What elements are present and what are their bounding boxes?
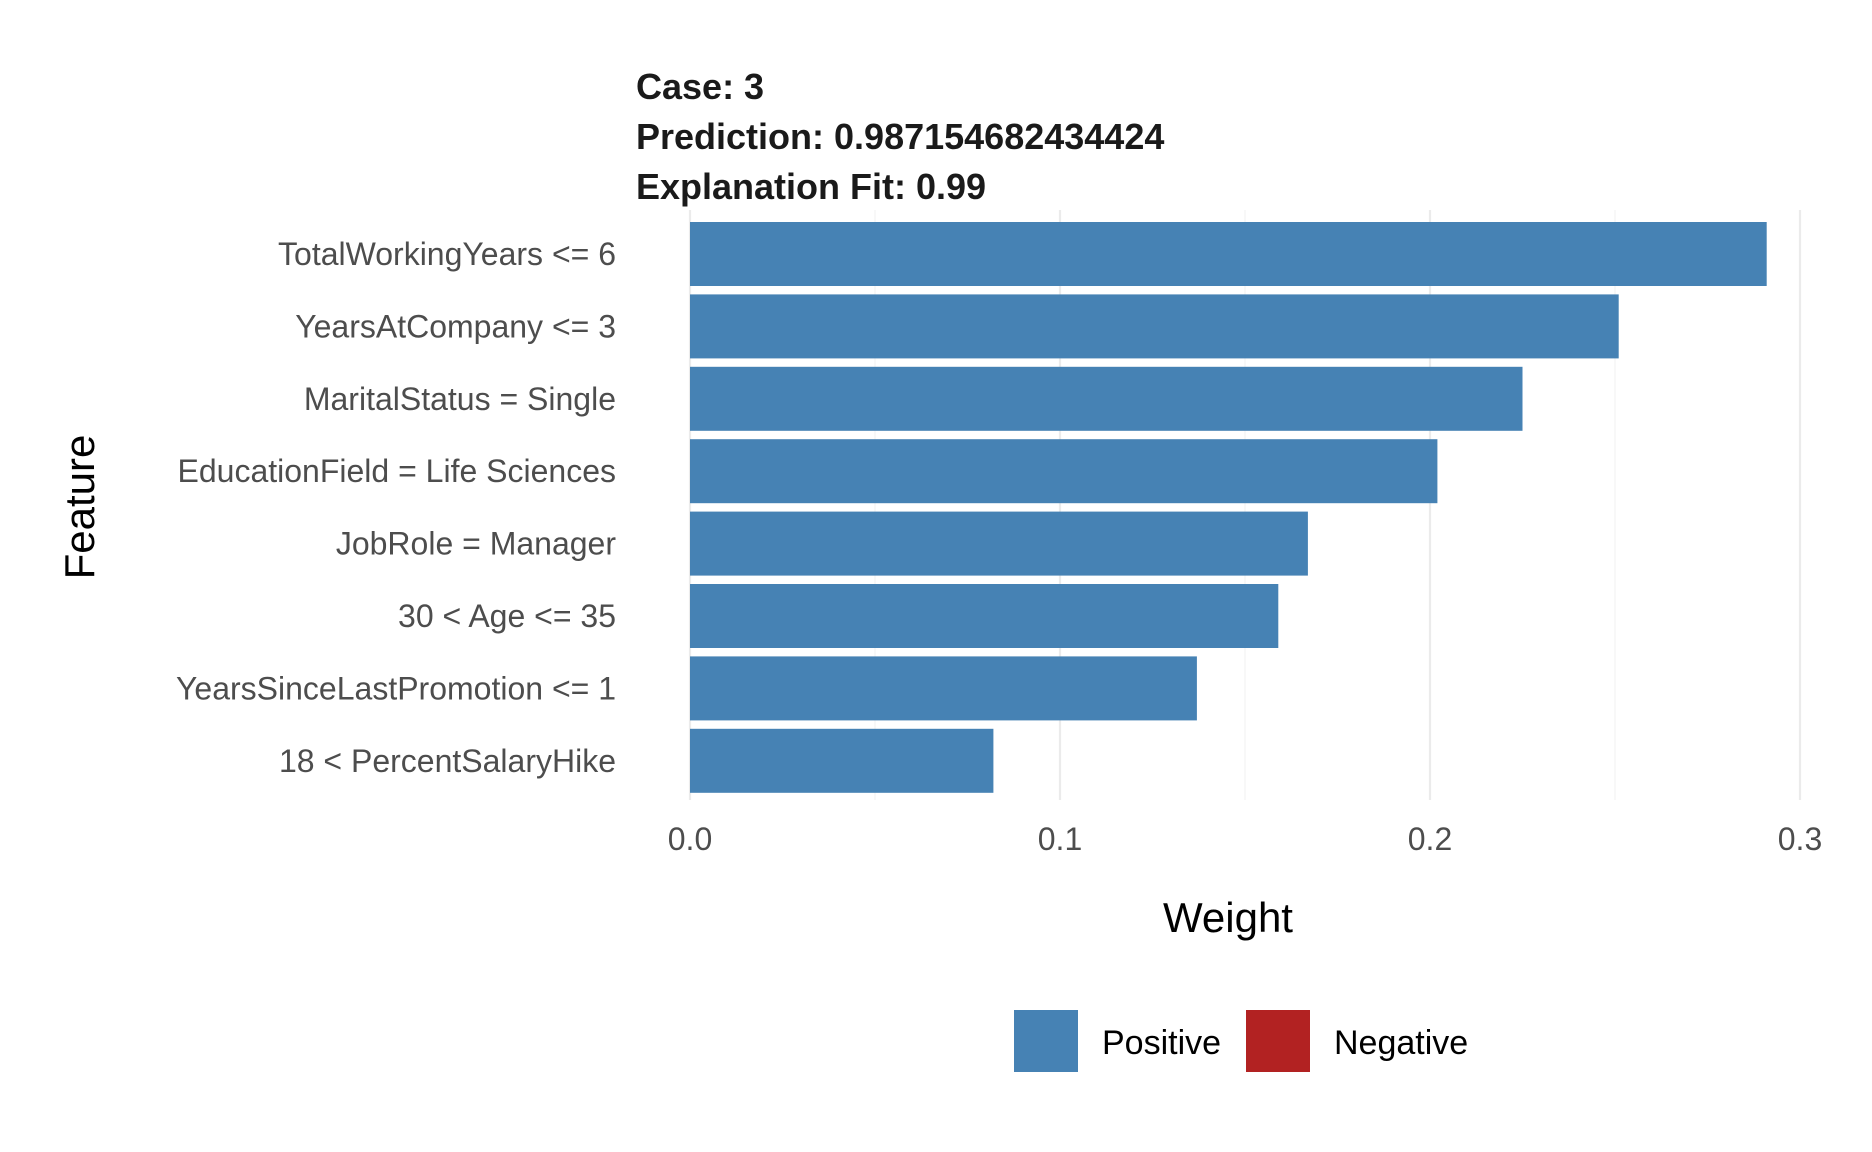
y-axis-tick-labels: TotalWorkingYears <= 6 YearsAtCompany <= … [176, 236, 616, 779]
y-tick-label: TotalWorkingYears <= 6 [278, 236, 616, 272]
legend: Positive Negative [1014, 1010, 1468, 1072]
legend-label-negative: Negative [1334, 1024, 1468, 1062]
chart-title: Case: 3 Prediction: 0.987154682434424 Ex… [636, 66, 1164, 207]
plot-area: TotalWorkingYears <= 6 YearsAtCompany <= … [176, 210, 1822, 857]
bar [690, 366, 1523, 431]
bar [690, 584, 1279, 648]
legend-key-positive [1014, 1010, 1078, 1072]
y-tick-label: 18 < PercentSalaryHike [279, 743, 616, 779]
y-tick-label: 30 < Age <= 35 [398, 598, 616, 634]
y-tick-label: JobRole = Manager [336, 526, 617, 562]
x-tick-label: 0.3 [1778, 821, 1822, 857]
x-axis-title: Weight [1163, 894, 1293, 941]
x-axis-tick-labels: 0.0 0.1 0.2 0.3 [668, 821, 1822, 857]
y-tick-label: YearsSinceLastPromotion <= 1 [176, 670, 616, 706]
bars [690, 222, 1767, 793]
title-explanation-fit: Explanation Fit: 0.99 [636, 166, 986, 207]
x-tick-label: 0.1 [1038, 821, 1082, 857]
y-tick-label: EducationField = Life Sciences [178, 453, 616, 489]
y-tick-label: MaritalStatus = Single [304, 381, 616, 417]
title-prediction: Prediction: 0.987154682434424 [636, 116, 1164, 157]
x-tick-label: 0.2 [1408, 821, 1452, 857]
bar [690, 294, 1619, 359]
y-axis-title: Feature [56, 435, 103, 580]
x-tick-label: 0.0 [668, 821, 712, 857]
legend-key-negative [1246, 1010, 1310, 1072]
bar [690, 511, 1308, 576]
bar [690, 656, 1197, 721]
title-case: Case: 3 [636, 66, 764, 107]
bar [690, 222, 1767, 286]
y-tick-label: YearsAtCompany <= 3 [295, 308, 616, 344]
legend-label-positive: Positive [1102, 1024, 1221, 1062]
bar [690, 728, 994, 793]
bar [690, 439, 1438, 504]
